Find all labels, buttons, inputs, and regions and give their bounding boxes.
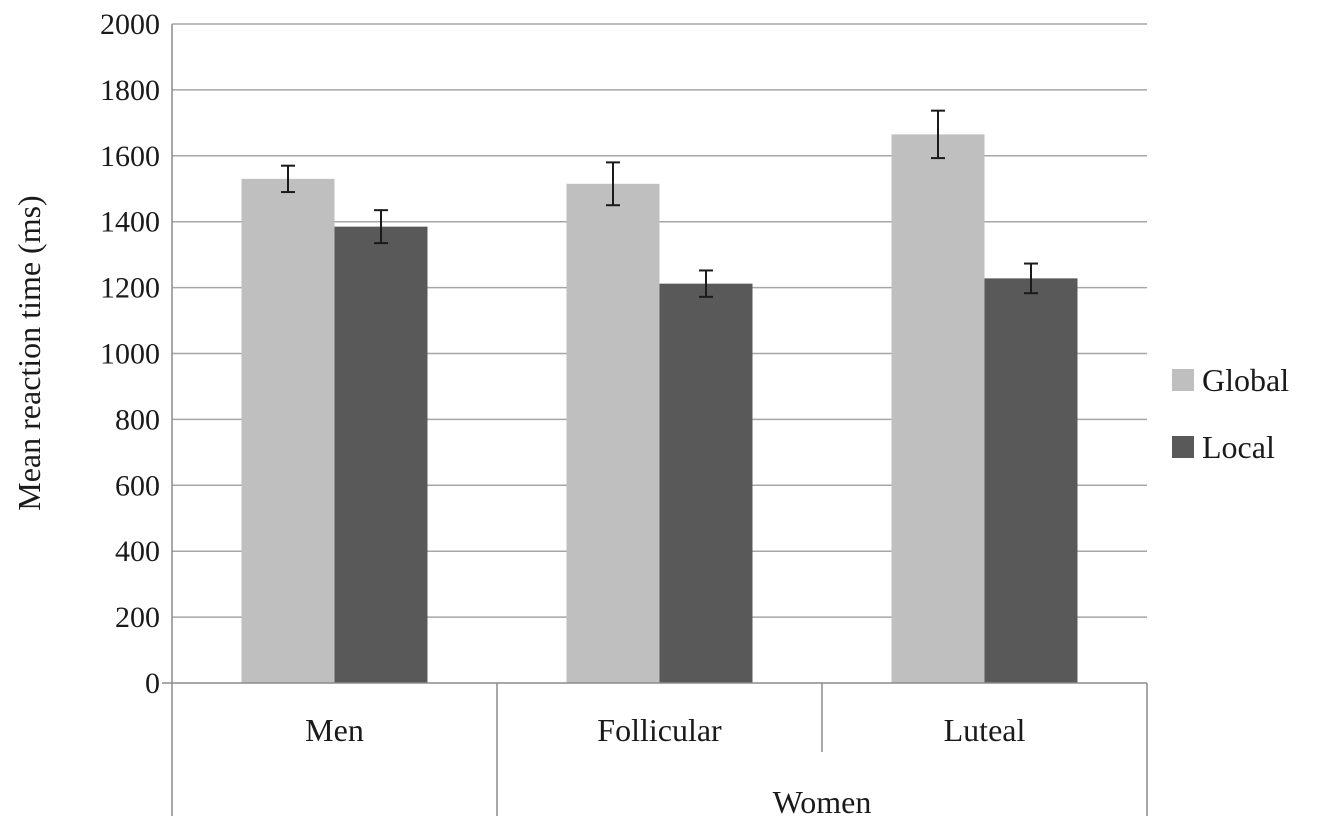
axes [162, 24, 1148, 816]
x-tick-label: Luteal [944, 712, 1026, 748]
error-bar [1024, 262, 1038, 295]
y-tick-label: 0 [145, 667, 160, 700]
y-tick-label: 200 [115, 601, 160, 634]
bar-local-luteal [984, 278, 1078, 683]
bar-global-luteal [891, 134, 985, 683]
y-axis-title: Mean reaction time (ms) [11, 195, 47, 510]
bar-global-follicular [566, 183, 660, 683]
y-tick-label: 600 [115, 469, 160, 502]
category-labels: Men Follicular Luteal Women [305, 712, 1025, 820]
error-bar [281, 164, 295, 194]
legend-swatch [1172, 369, 1194, 391]
category-group-label: Women [773, 784, 872, 820]
error-bar [374, 209, 388, 245]
bar-global-men [241, 178, 335, 684]
y-tick-label: 2000 [100, 8, 160, 41]
x-tick-label: Men [305, 712, 364, 748]
error-bar [606, 161, 620, 207]
bar-local-men [334, 226, 428, 683]
bar-local-follicular [659, 283, 753, 683]
y-tick-label: 800 [115, 403, 160, 436]
legend-label: Local [1202, 429, 1275, 465]
y-tick-label: 1400 [100, 206, 160, 239]
legend-label: Global [1202, 362, 1289, 398]
y-tick-labels: 0 200 400 600 800 1000 1200 1400 1600 1800 2000 [100, 8, 160, 700]
error-bars [281, 109, 1038, 298]
legend-swatch [1172, 436, 1194, 458]
legend-item-global: Global [1172, 362, 1289, 398]
bars [241, 134, 1078, 684]
error-bar [699, 269, 713, 298]
y-tick-label: 1800 [100, 74, 160, 107]
y-tick-label: 1600 [100, 140, 160, 173]
y-tick-label: 400 [115, 535, 160, 568]
y-tick-label: 1000 [100, 338, 160, 371]
legend-item-local: Local [1172, 429, 1275, 465]
legend: Global Local [1172, 362, 1289, 465]
x-tick-label: Follicular [597, 712, 722, 748]
y-tick-label: 1200 [100, 272, 160, 305]
error-bar [931, 109, 945, 160]
